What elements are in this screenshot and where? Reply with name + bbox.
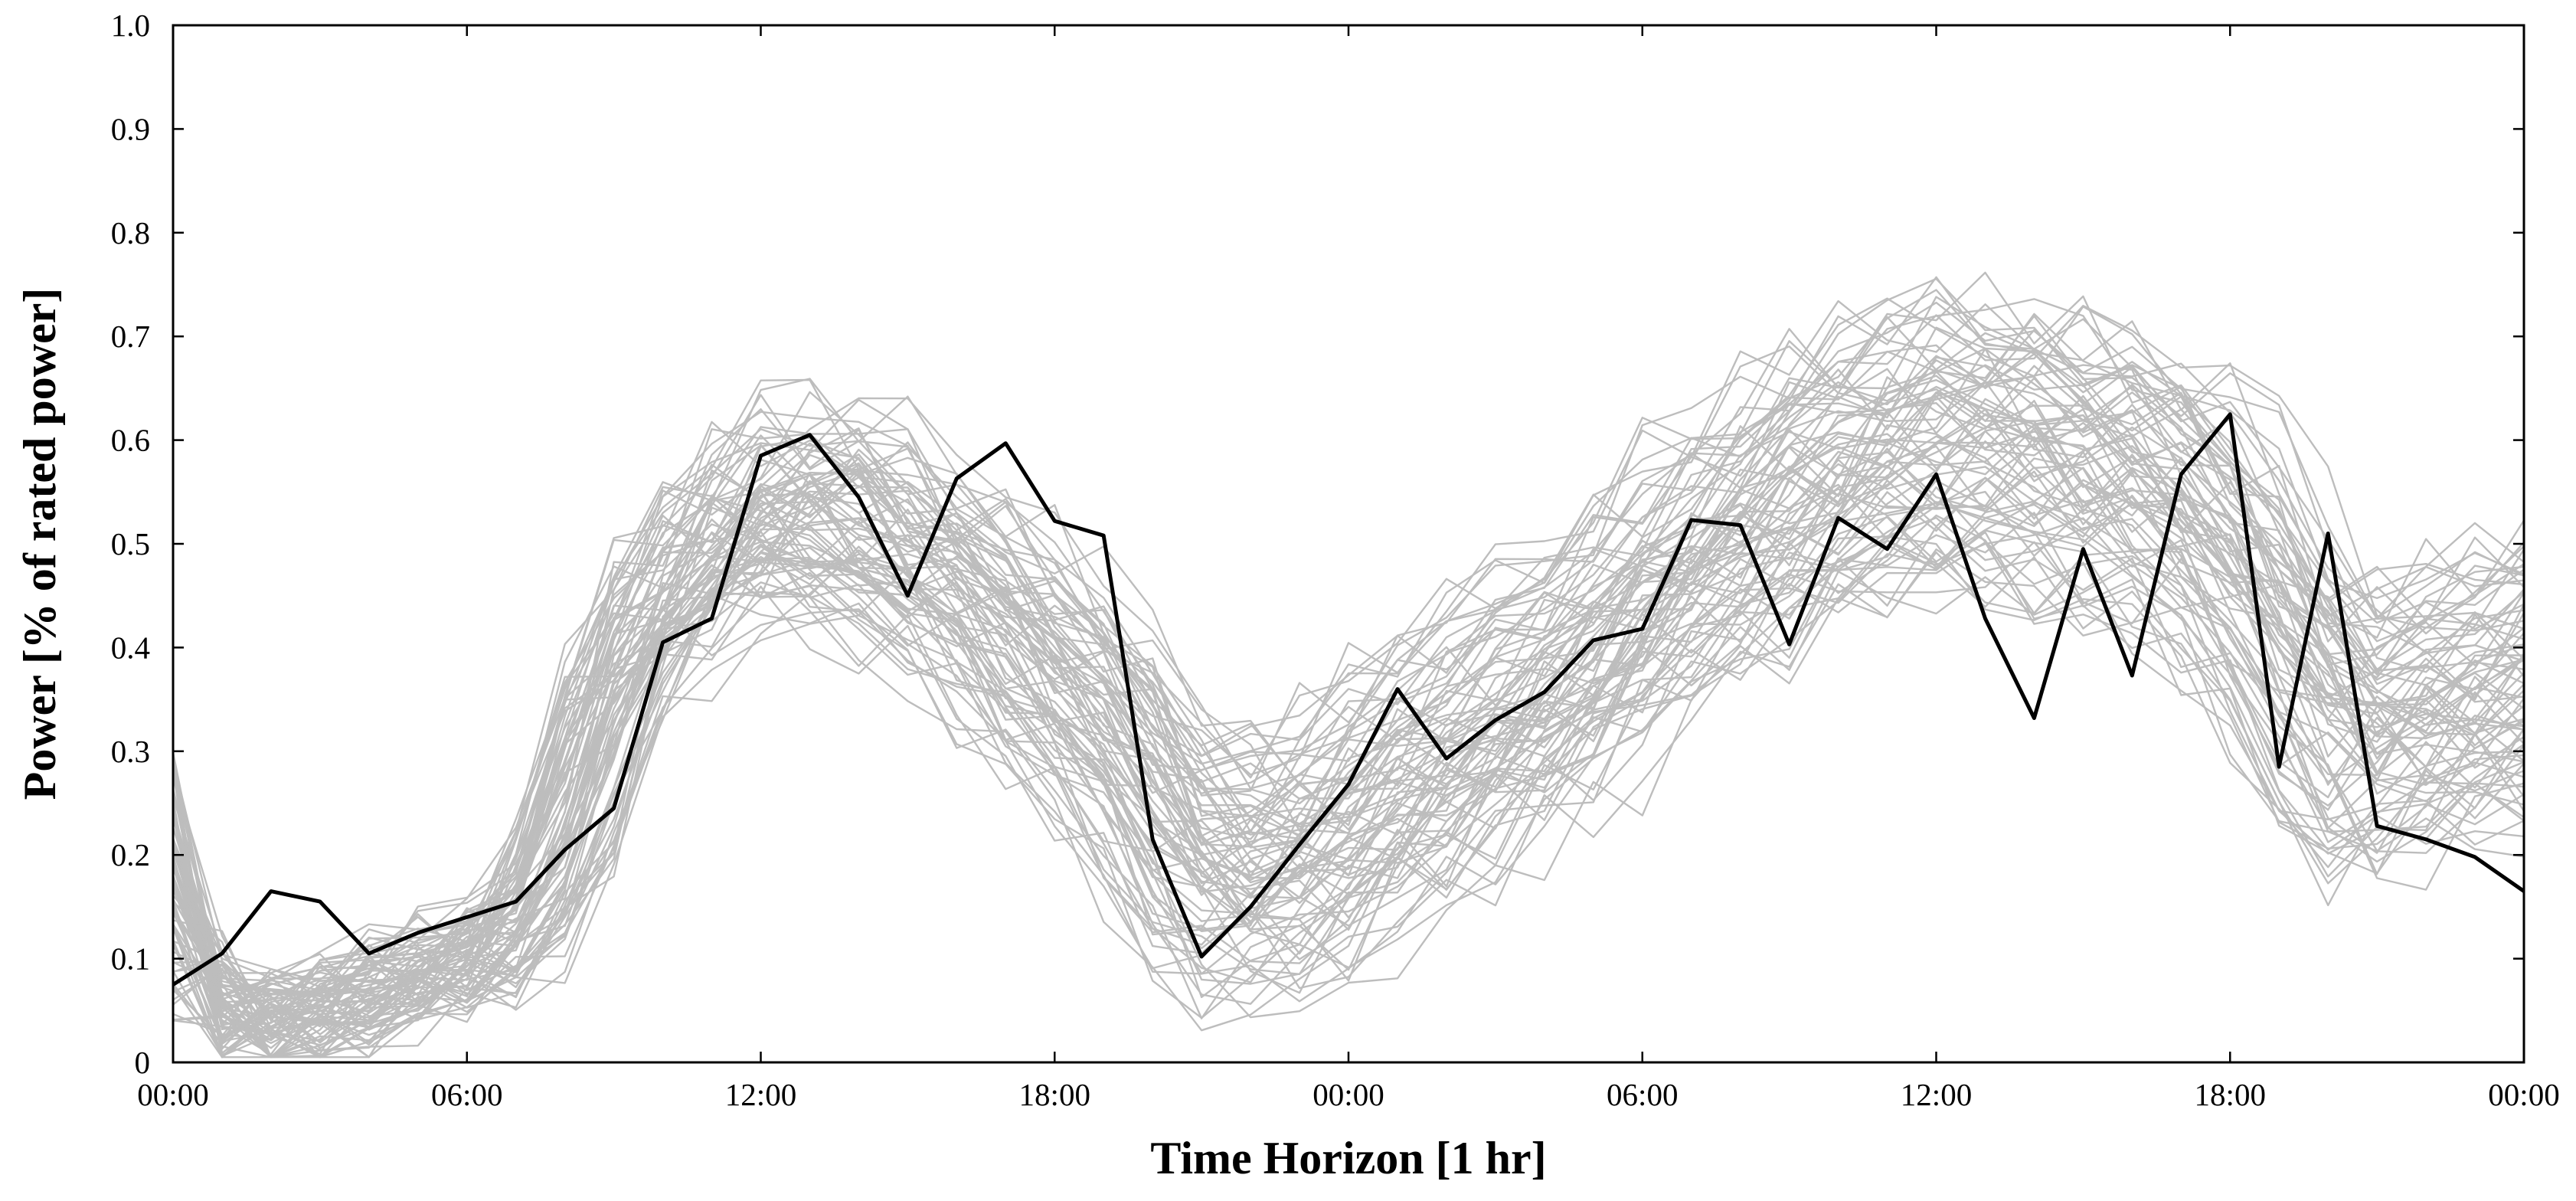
x-tick-label: 00:00: [1313, 1077, 1384, 1112]
scenario-line: [172, 379, 2525, 1059]
y-tick-label: 0.2: [111, 837, 150, 872]
highlight-line: [172, 412, 2525, 987]
y-tick-label: 0.3: [111, 734, 150, 769]
y-tick-label: 1.0: [111, 8, 150, 43]
scenario-line: [172, 517, 2525, 1019]
scenario-line: [172, 388, 2525, 1031]
y-tick-label: 0.4: [111, 630, 150, 665]
scenario-line: [172, 471, 2525, 1034]
scenario-line: [172, 476, 2525, 1026]
x-tick-label: 06:00: [1607, 1077, 1678, 1112]
scenario-line: [172, 435, 2525, 1059]
scenario-line: [172, 271, 2525, 1000]
x-tick-label: 00:00: [137, 1077, 208, 1112]
scenario-line: [172, 276, 2525, 997]
scenario-line: [172, 391, 2525, 1038]
scenario-line: [172, 427, 2525, 1039]
scenario-line: [172, 326, 2525, 1059]
highlight-series-group: [172, 412, 2525, 987]
scenario-line: [172, 391, 2525, 1042]
y-tick-label: 0.9: [111, 111, 150, 146]
y-tick-label: 0.7: [111, 319, 150, 354]
scenario-line: [172, 316, 2525, 1059]
scenario-line: [172, 535, 2525, 1059]
y-tick-label: 0.1: [111, 941, 150, 977]
scenario-line: [172, 297, 2525, 1041]
scenario-line: [172, 414, 2525, 1059]
x-tick-label: 18:00: [2195, 1077, 2266, 1112]
x-tick-label: 00:00: [2488, 1077, 2559, 1112]
y-tick-label: 0.8: [111, 215, 150, 250]
y-tick-label: 0: [135, 1045, 151, 1080]
scenario-line: [172, 344, 2525, 1021]
scenario-line: [172, 404, 2525, 1022]
scenario-line: [172, 542, 2525, 1057]
axis-tick-labels: 00:00 06:00 12:00 18:00 00:00 06:00 12:00 18:00…: [111, 8, 2560, 1112]
y-tick-label: 0.5: [111, 526, 150, 561]
x-tick-label: 12:00: [1901, 1077, 1972, 1112]
scenario-line: [172, 501, 2525, 1049]
scenario-line: [172, 411, 2525, 1059]
x-tick-label: 12:00: [725, 1077, 796, 1112]
x-tick-label: 18:00: [1019, 1077, 1090, 1112]
scenario-line: [172, 348, 2525, 1059]
y-axis-title: Power [% of rated power]: [15, 288, 65, 800]
scenario-series-group: [172, 271, 2525, 1059]
scenario-line: [172, 353, 2525, 1059]
scenario-line: [172, 550, 2525, 1059]
scenario-line: [172, 516, 2525, 1046]
scenario-line: [172, 493, 2525, 1019]
scenario-line: [172, 445, 2525, 1049]
scenario-line: [172, 305, 2525, 1023]
scenario-line: [172, 364, 2525, 1036]
scenario-line: [172, 551, 2525, 1010]
scenario-line: [172, 490, 2525, 1014]
scenario-line: [172, 440, 2525, 1029]
scenario-line: [172, 277, 2525, 1028]
x-tick-label: 06:00: [431, 1077, 502, 1112]
scenario-line: [172, 375, 2525, 982]
y-tick-label: 0.6: [111, 423, 150, 458]
x-axis-title: Time Horizon [1 hr]: [1150, 1133, 1546, 1183]
axis-ticks: [172, 24, 2525, 1064]
